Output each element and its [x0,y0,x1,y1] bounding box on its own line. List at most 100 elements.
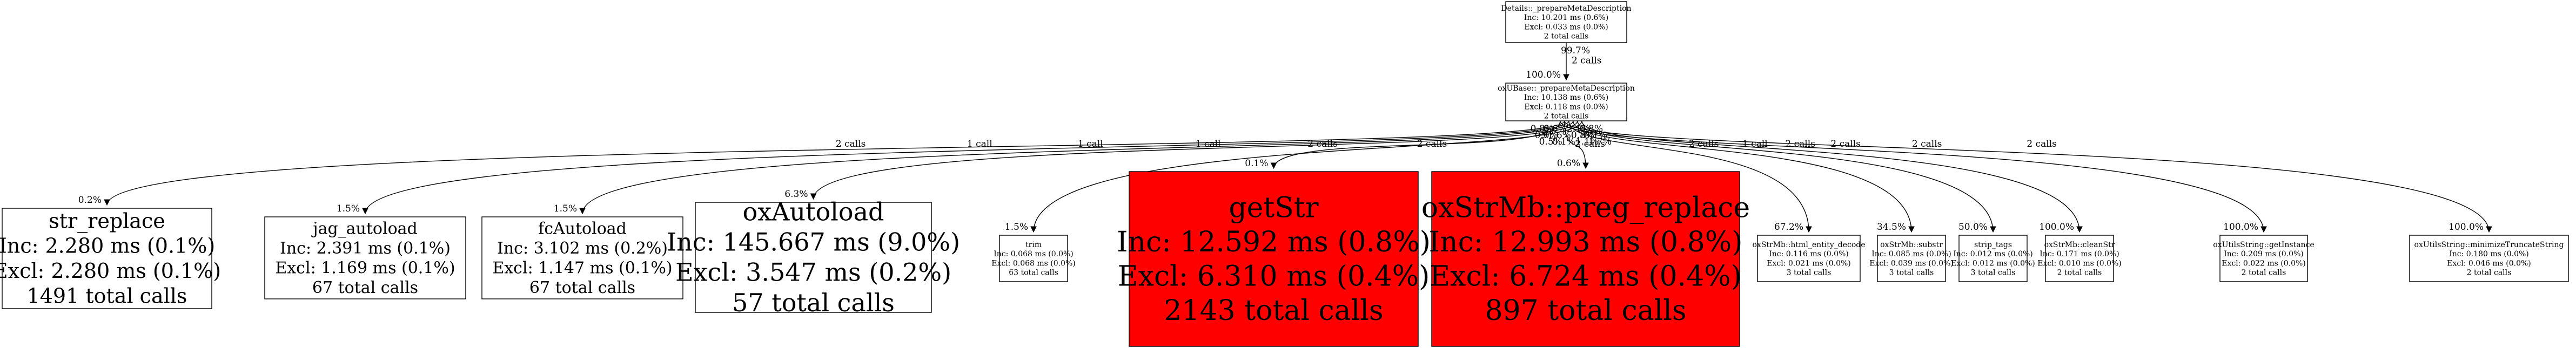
node-stat: 2 total calls [1544,32,1589,40]
edge-tail-percent: 0.8% [1531,124,1554,134]
node-stat: Inc: 12.993 ms (0.8%) [1429,226,1743,258]
edge-call-count: 2 calls [2027,139,2056,149]
node-title: oxStrMb::substr [1880,241,1943,249]
edge-arrowhead [1270,162,1277,169]
edge-html-entity: 2 calls 67.2% 1.1% [1568,120,1812,233]
node-title: oxUtilsString::minimizeTruncateString [2414,241,2564,249]
edge-call-count: 1 call [1196,139,1221,149]
node-stat: 2 total calls [2242,268,2286,277]
node-stat: Inc: 0.209 ms (0.0%) [2224,250,2304,258]
edge-arrowhead [1990,226,1996,233]
edge-arrowhead [104,199,110,206]
edge-tail-percent: 0.1% [1584,130,1607,141]
node-title: oxStrMb::html_entity_decode [1752,241,1865,249]
edge-line [1573,120,1912,233]
edge-head-percent: 0.6% [1557,158,1580,169]
node-stat: Inc: 12.592 ms (0.8%) [1117,226,1431,258]
node-stat: Excl: 0.068 ms (0.0%) [991,259,1076,268]
edge-line [1581,120,2080,233]
node-box [1505,1,1627,43]
node-stat: Excl: 0.022 ms (0.0%) [2222,259,2306,268]
node-stat: 1491 total calls [27,284,187,308]
node-box [481,216,683,299]
edge-line [582,120,1574,214]
node-box [999,235,1068,282]
edge-tail-percent: 1.1% [1575,137,1599,147]
node-box [1431,171,1740,347]
edge-head-percent: 0.2% [78,195,102,206]
edge-head-percent: 100.0% [2448,222,2484,233]
node-stat: Excl: 1.169 ms (0.1%) [275,259,455,278]
node-stat: Excl: 0.039 ms (0.0%) [1869,259,1954,268]
edge-line [1564,120,1586,169]
node-stat: Inc: 0.171 ms (0.0%) [2040,250,2119,258]
node-title: oxStrMb::preg_replace [1421,192,1750,224]
edge-jag-autoload: 1 call 1.5% 0.5% [337,120,1569,215]
node-title: str_replace [49,209,165,233]
node-stat: Inc: 145.667 ms (9.0%) [667,228,960,257]
edge-head-percent: 6.3% [784,189,808,200]
node-stat: Inc: 10.201 ms (0.6%) [1524,13,1608,22]
node-stat: Inc: 2.280 ms (0.1%) [0,234,215,258]
edge-head-percent: 0.1% [1245,158,1268,169]
node-minimize[interactable]: oxUtilsString::minimizeTruncateStringInc… [2409,235,2569,282]
node-stat: 2 total calls [2057,268,2102,277]
node-title: strip_tags [1974,241,2012,249]
edge-minimize: 2 calls 100.0% 0.2% [1564,120,2492,233]
node-stat: 63 total calls [1009,268,1058,277]
edge-tail-percent: 0.2% [1571,130,1594,141]
edge-head-percent: 100.0% [2223,222,2258,233]
edge-call-count: 2 calls [836,139,866,149]
edge-call-count: 2 calls [1912,139,1942,149]
edge-call-count: 2 calls [1575,139,1605,149]
node-box [1505,83,1627,121]
node-stat: Inc: 10.138 ms (0.6%) [1524,93,1608,102]
edge-line [813,120,1578,200]
node-title: trim [1025,241,1042,249]
edge-oxautoload: 1 call 6.3% 91.6% [784,120,1578,200]
edge-head-percent: 100.0% [1526,70,1561,80]
node-stat: 67 total calls [312,278,418,297]
edge-head-percent: 67.2% [1774,222,1803,233]
edge-arrowhead [1582,162,1589,169]
edge-cleanstr: 2 calls 100.0% 1.7% [1581,120,2083,233]
edge-tail-percent: 91.6% [1542,130,1571,141]
node-box [1129,171,1419,347]
node-stat: Inc: 0.116 ms (0.0%) [1769,250,1849,258]
node-stat: Excl: 0.033 ms (0.0%) [1524,23,1608,31]
edge-trim: 2 calls 1.5% 0.1% [1005,120,1582,233]
edge-call-count: 1 call [1078,139,1103,149]
edge-call-count: 2 calls [1307,139,1337,149]
node-stat: Inc: 0.180 ms (0.0%) [2449,250,2529,258]
edge-oxubase: 2 calls 100.0% 99.7% [1526,43,1601,81]
node-title: fcAutoload [538,219,627,238]
node-stat: Inc: 0.085 ms (0.0%) [1871,250,1951,258]
edge-arrowhead [2260,226,2267,233]
node-box [264,216,466,299]
node-stat: Excl: 6.724 ms (0.4%) [1430,260,1742,292]
node-title: Details::_prepareMetaDescription [1501,4,1631,13]
node-stat: Excl: 6.310 ms (0.4%) [1118,260,1430,292]
edge-head-percent: 34.5% [1877,222,1906,233]
edge-line [365,120,1569,214]
edge-arrowhead [1806,226,1812,233]
edge-arrowhead [2486,226,2492,233]
edge-head-percent: 1.5% [1005,222,1028,233]
